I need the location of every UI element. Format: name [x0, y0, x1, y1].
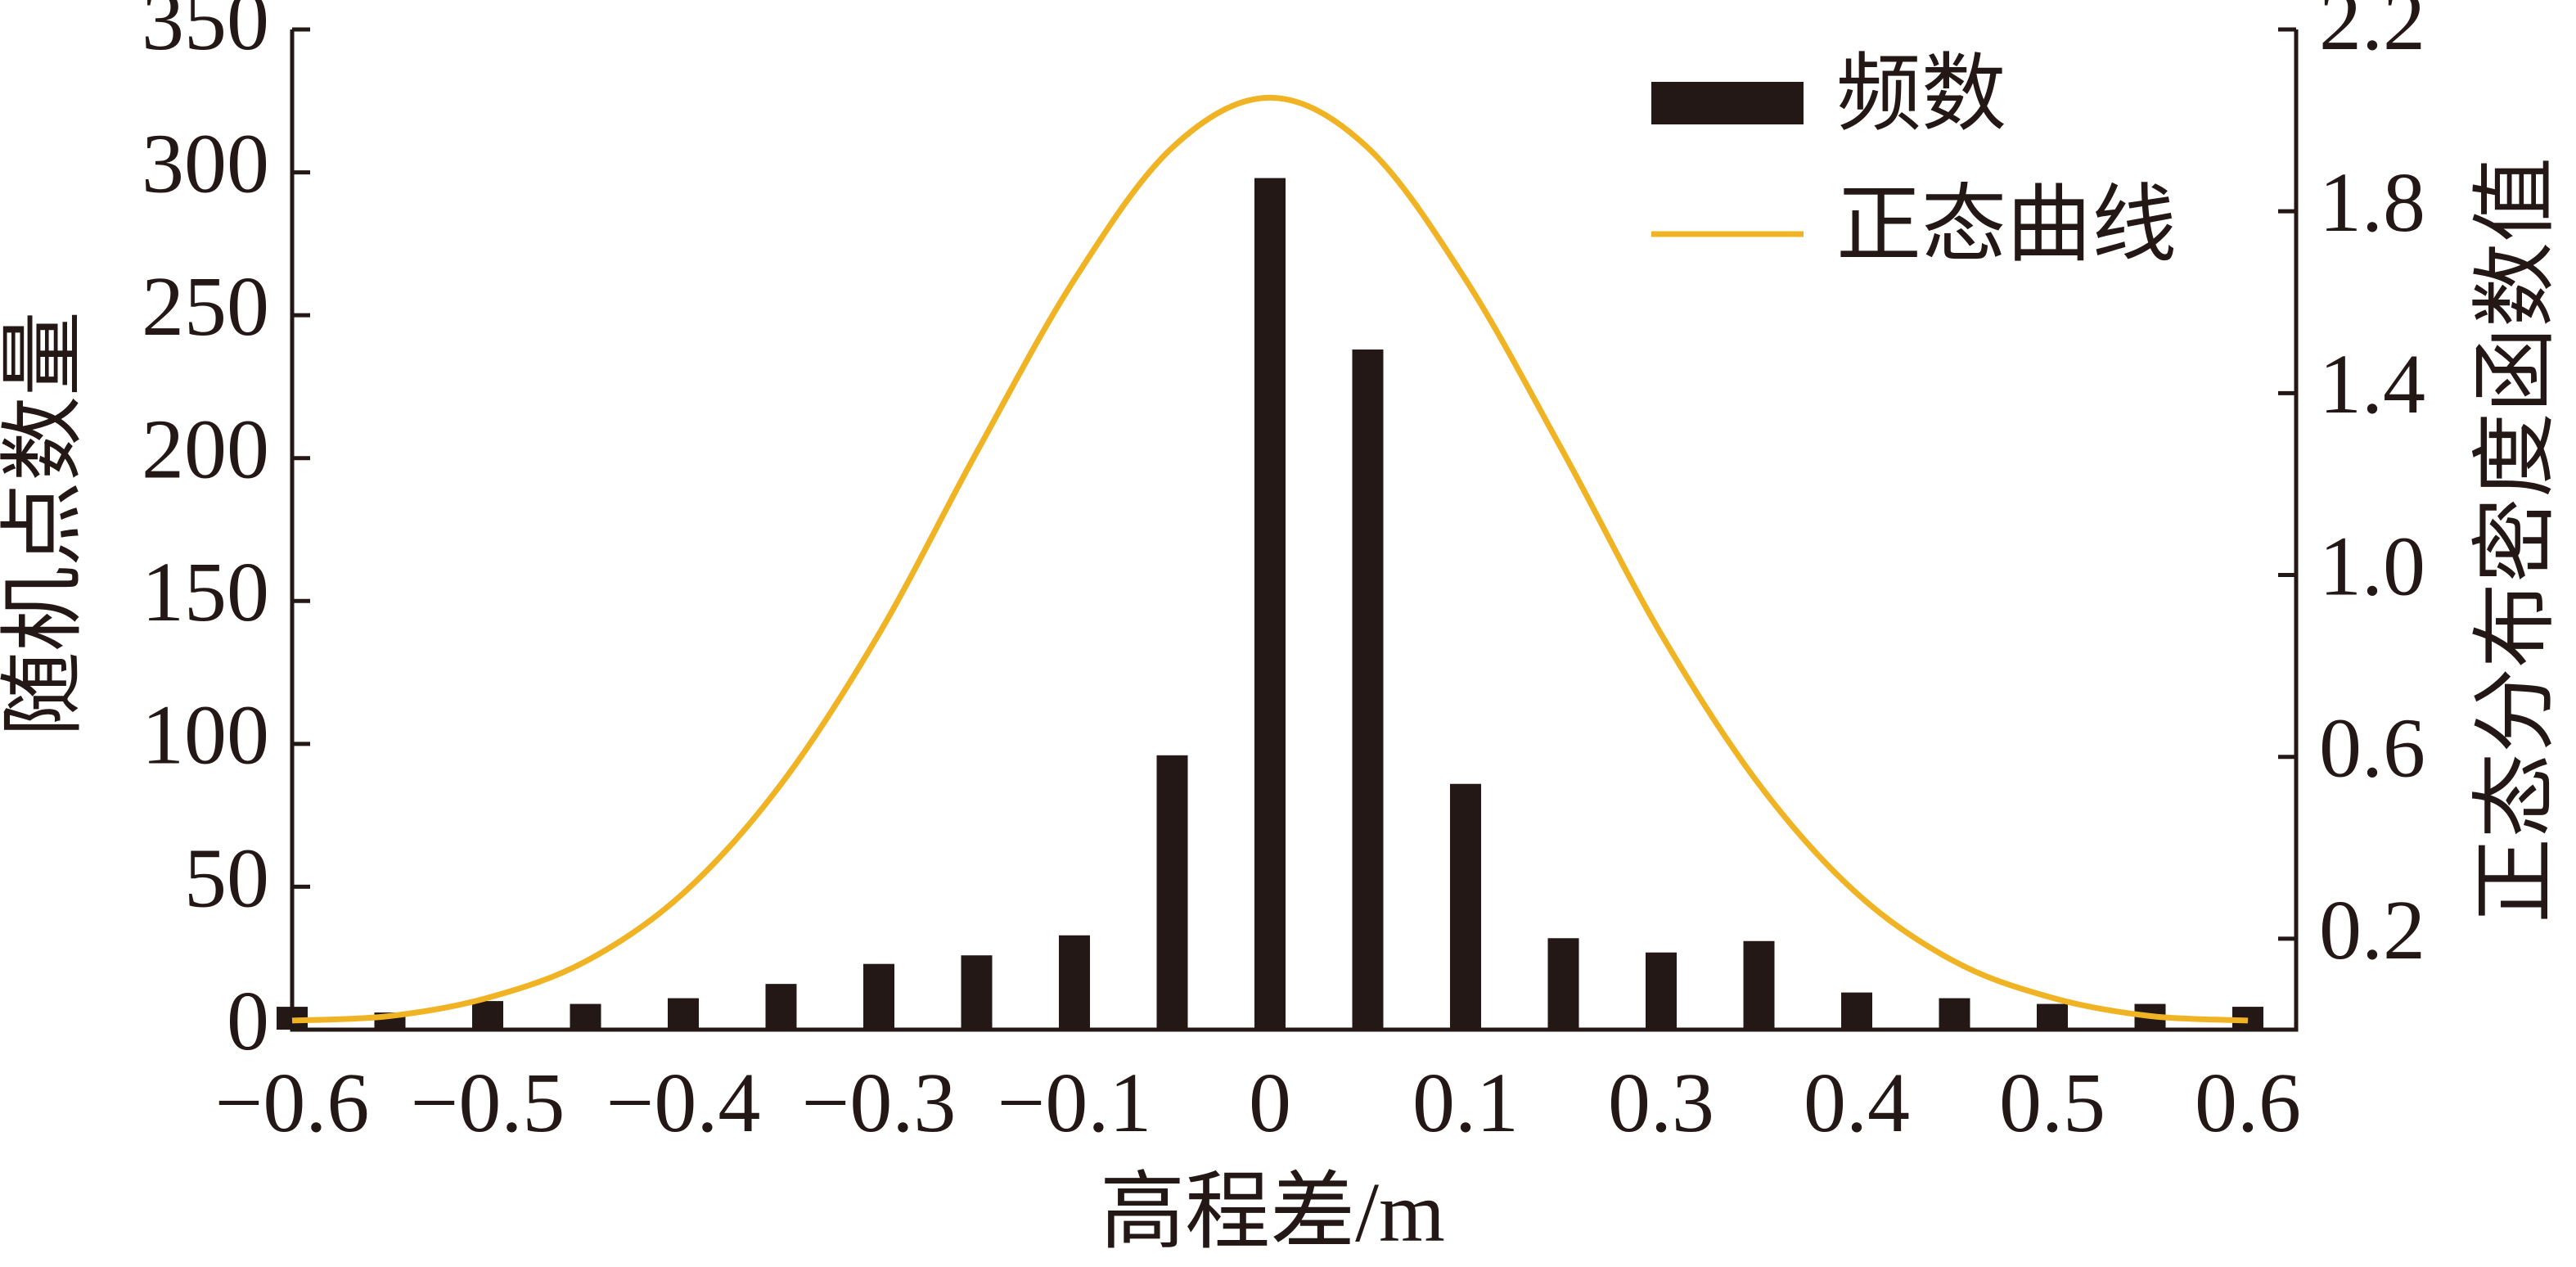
x-tick-label: −0.5 [411, 1056, 565, 1150]
bar [1352, 349, 1384, 1030]
bar [472, 1001, 503, 1030]
bar [863, 963, 894, 1030]
legend-label: 频数 [1836, 47, 2006, 142]
bar [1743, 940, 1775, 1030]
x-tick-label: −0.3 [802, 1056, 957, 1150]
bar [668, 998, 699, 1030]
y2-tick-label: 1.8 [2319, 156, 2425, 250]
x-tick-label: −0.4 [606, 1056, 761, 1150]
bar [765, 984, 797, 1030]
y2-tick-label: 2.2 [2319, 0, 2425, 68]
y-tick-label: 250 [142, 259, 269, 354]
x-axis-label: 高程差/m [1100, 1166, 1445, 1260]
legend-label: 正态曲线 [1836, 178, 2177, 273]
x-tick-label: −0.6 [215, 1056, 370, 1150]
bar [570, 1003, 601, 1030]
y2-tick-label: 1.0 [2319, 519, 2425, 613]
y-tick-label: 300 [142, 116, 269, 210]
y-tick-label: 0 [227, 974, 269, 1068]
axis-line [290, 29, 2299, 1032]
y2-tick-label: 0.6 [2319, 701, 2425, 796]
y-axis-label: 随机点数量 [0, 311, 91, 737]
x-tick-label: −0.1 [998, 1056, 1152, 1150]
bar [1646, 952, 1677, 1030]
bar [1841, 992, 1872, 1030]
y-tick-label: 50 [184, 831, 269, 925]
x-tick-label: 0.1 [1412, 1056, 1519, 1150]
y2-axis-label: 正态分布密度函数值 [2469, 157, 2563, 923]
x-tick-label: 0 [1249, 1056, 1291, 1150]
bar [1254, 178, 1286, 1030]
y2-tick-label: 0.2 [2319, 883, 2425, 977]
x-tick-label: 0.6 [2195, 1056, 2301, 1150]
y-tick-label: 100 [142, 688, 269, 782]
bar [1156, 755, 1188, 1030]
legend-swatch [1651, 82, 1804, 124]
y-tick-label: 150 [142, 545, 269, 639]
x-tick-label: 0.4 [1804, 1056, 1910, 1150]
bar [2037, 1003, 2068, 1030]
normal-curve [291, 94, 2249, 1024]
y-tick-label: 200 [142, 403, 269, 497]
bar [1450, 783, 1481, 1030]
bar [1059, 935, 1090, 1030]
bar [1547, 938, 1579, 1030]
y-tick-label: 350 [142, 0, 269, 68]
bar [1939, 998, 1970, 1030]
bar [961, 955, 993, 1030]
x-tick-label: 0.5 [1999, 1056, 2105, 1150]
y2-tick-label: 1.4 [2319, 337, 2425, 431]
x-tick-label: 0.3 [1608, 1056, 1714, 1150]
